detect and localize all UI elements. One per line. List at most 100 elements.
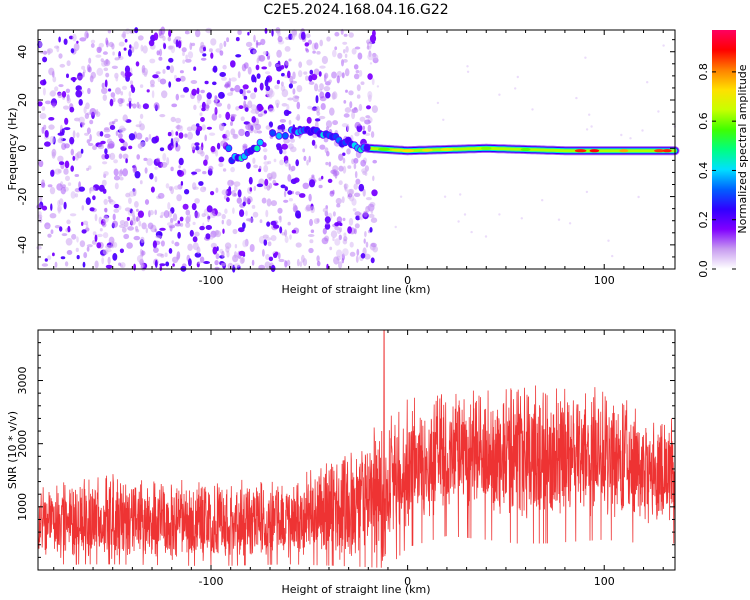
noise-speckle bbox=[193, 66, 197, 71]
noise-speckle bbox=[84, 113, 90, 119]
noise-speckle bbox=[54, 168, 61, 175]
noise-speckle bbox=[306, 159, 309, 166]
noise-speckle bbox=[349, 101, 353, 109]
noise-speckle bbox=[343, 100, 347, 104]
noise-speckle bbox=[246, 162, 251, 170]
noise-speckle bbox=[156, 157, 161, 163]
spectrogram-frame bbox=[37, 29, 676, 270]
noise-speckle bbox=[248, 176, 253, 185]
noise-speckle bbox=[194, 211, 200, 219]
noise-speckle bbox=[101, 257, 105, 265]
noise-speckle bbox=[367, 53, 375, 61]
noise-speckle bbox=[115, 87, 121, 95]
noise-speckle bbox=[296, 85, 303, 93]
noise-speckle bbox=[311, 107, 317, 112]
noise-speckle bbox=[209, 132, 216, 136]
noise-speckle bbox=[267, 160, 272, 165]
noise-speckle bbox=[59, 63, 66, 68]
noise-speckle bbox=[170, 166, 174, 172]
noise-speckle bbox=[185, 58, 192, 63]
noise-speckle bbox=[144, 199, 150, 205]
noise-speckle bbox=[50, 229, 54, 234]
noise-speckle bbox=[588, 113, 591, 116]
noise-speckle bbox=[66, 250, 73, 255]
noise-speckle bbox=[346, 123, 350, 132]
noise-speckle bbox=[309, 239, 314, 244]
noise-speckle bbox=[459, 193, 462, 196]
noise-speckle bbox=[255, 64, 260, 71]
noise-speckle bbox=[338, 234, 342, 241]
noise-speckle bbox=[114, 118, 118, 122]
noise-speckle bbox=[327, 178, 333, 183]
noise-speckle bbox=[113, 208, 120, 213]
noise-speckle bbox=[63, 105, 70, 110]
noise-speckle bbox=[237, 71, 241, 79]
noise-speckle bbox=[125, 28, 131, 35]
noise-speckle bbox=[308, 81, 315, 85]
noise-speckle bbox=[133, 263, 137, 271]
noise-speckle bbox=[194, 168, 202, 173]
noise-speckle bbox=[289, 234, 292, 240]
x-tick-label: 0 bbox=[404, 575, 411, 588]
noise-speckle bbox=[126, 216, 130, 221]
noise-speckle bbox=[159, 114, 166, 118]
noise-speckle bbox=[210, 38, 217, 46]
noise-speckle bbox=[232, 207, 235, 214]
noise-speckle bbox=[324, 216, 331, 224]
noise-speckle bbox=[179, 216, 184, 222]
spectrogram-signal-track bbox=[225, 126, 680, 165]
noise-speckle bbox=[73, 43, 80, 51]
noise-speckle bbox=[372, 175, 375, 182]
noise-speckle bbox=[278, 258, 285, 263]
noise-speckle bbox=[110, 92, 116, 98]
noise-speckle bbox=[279, 215, 282, 223]
noise-speckle bbox=[252, 49, 256, 55]
noise-speckle bbox=[175, 131, 179, 136]
noise-speckle bbox=[336, 249, 343, 258]
noise-speckle bbox=[242, 222, 246, 230]
noise-speckle bbox=[156, 50, 160, 56]
noise-speckle bbox=[49, 213, 57, 219]
noise-speckle bbox=[134, 171, 141, 179]
noise-speckle bbox=[150, 186, 155, 193]
noise-speckle bbox=[250, 109, 258, 114]
noise-speckle bbox=[262, 51, 268, 55]
noise-speckle bbox=[284, 46, 291, 52]
noise-speckle bbox=[590, 125, 593, 128]
noise-speckle bbox=[293, 177, 300, 183]
noise-speckle bbox=[311, 139, 316, 146]
noise-speckle bbox=[226, 197, 230, 203]
noise-speckle bbox=[280, 184, 286, 189]
noise-speckle bbox=[69, 106, 75, 113]
noise-speckle bbox=[276, 146, 283, 151]
noise-speckle bbox=[180, 181, 184, 186]
noise-speckle bbox=[277, 125, 283, 131]
noise-speckle bbox=[178, 132, 184, 139]
noise-speckle bbox=[541, 199, 544, 202]
noise-speckle bbox=[498, 93, 501, 96]
noise-speckle bbox=[179, 75, 186, 82]
noise-speckle bbox=[214, 95, 218, 100]
noise-speckle bbox=[113, 203, 120, 209]
noise-speckle bbox=[65, 88, 71, 94]
noise-speckle bbox=[137, 210, 144, 218]
noise-speckle bbox=[48, 124, 55, 130]
noise-speckle bbox=[239, 88, 244, 95]
noise-speckle bbox=[182, 203, 189, 210]
noise-speckle bbox=[200, 117, 205, 122]
noise-speckle bbox=[38, 160, 44, 168]
noise-speckle bbox=[338, 180, 343, 186]
spectrogram-y-label: Frequency (Hz) bbox=[6, 108, 19, 191]
y-tick-label: 3000 bbox=[16, 367, 29, 395]
noise-speckle bbox=[242, 201, 246, 207]
noise-speckle bbox=[37, 101, 43, 107]
noise-speckle bbox=[172, 137, 180, 143]
noise-speckle bbox=[216, 142, 221, 150]
noise-speckle bbox=[107, 196, 111, 200]
noise-speckle bbox=[105, 264, 113, 269]
noise-speckle bbox=[218, 163, 224, 167]
noise-speckle bbox=[235, 106, 240, 111]
noise-speckle bbox=[58, 84, 64, 88]
y-tick-label: 20 bbox=[16, 93, 29, 107]
